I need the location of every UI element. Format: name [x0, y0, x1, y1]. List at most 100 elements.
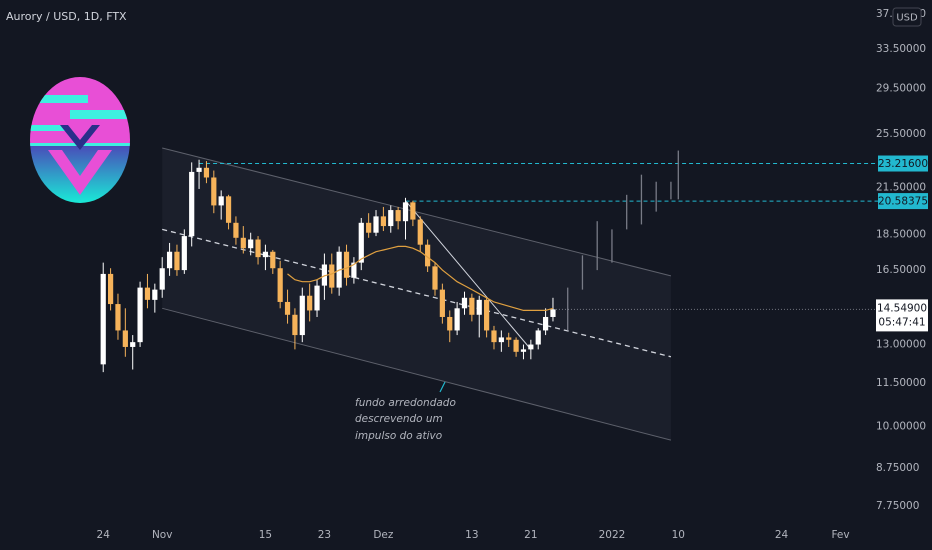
annotation-line: impulso do ativo	[355, 430, 442, 442]
trendline	[405, 200, 532, 350]
annotation-line: fundo arredondado	[355, 397, 456, 409]
channel-line	[162, 307, 672, 441]
y-tick-label: 25.50000	[876, 128, 926, 140]
candle-body	[491, 330, 497, 343]
candle-body	[439, 289, 445, 317]
candle-body	[402, 202, 409, 222]
candle-body	[203, 167, 210, 178]
candle-body	[469, 297, 475, 315]
candle-body	[550, 309, 556, 317]
moving-average	[287, 245, 554, 311]
level-label: 20.58375	[878, 196, 928, 208]
candle-body	[233, 222, 239, 238]
candle-body	[321, 264, 328, 286]
candle-body	[211, 177, 217, 206]
x-tick-label: Fev	[831, 529, 849, 541]
candle-body	[410, 202, 416, 220]
candle-body	[115, 304, 121, 331]
candle-body	[542, 316, 549, 331]
candle-body	[189, 171, 195, 237]
candle-body	[461, 297, 468, 309]
x-tick-label: 10	[672, 529, 685, 541]
candle-body	[506, 337, 512, 340]
candle-body	[447, 316, 453, 331]
candle-body	[166, 251, 173, 269]
candle-body	[255, 239, 261, 258]
annotation-line: descrevendo um	[355, 413, 443, 425]
level-label-box	[878, 193, 928, 210]
candle-body	[130, 342, 136, 347]
y-tick-label: 11.50000	[876, 377, 926, 389]
candle-body	[196, 167, 202, 172]
x-tick-label: 23	[318, 529, 331, 541]
candle-body	[498, 337, 504, 343]
candle-body	[152, 289, 158, 300]
x-tick-label: Nov	[152, 529, 173, 541]
y-tick-label: 10.00000	[876, 420, 926, 432]
candle-body	[159, 268, 165, 290]
candle-body	[366, 222, 372, 233]
candle-body	[329, 264, 335, 288]
chart-title: Aurory / USD, 1D, FTX	[6, 10, 127, 23]
candle-body	[292, 314, 298, 336]
candle-body	[513, 339, 519, 352]
candle-body	[358, 222, 364, 263]
candle-body	[248, 239, 254, 249]
candle-body	[528, 344, 534, 350]
y-tick-label: 16.50000	[876, 264, 926, 276]
candle-body	[277, 268, 283, 302]
candle-body	[535, 330, 541, 345]
countdown: 05:47:41	[878, 316, 925, 328]
last-price-label: 14.54900	[877, 302, 927, 314]
candle-body	[122, 330, 128, 347]
currency[interactable]: USD	[896, 13, 918, 24]
candle-body	[425, 244, 431, 267]
candle-body	[137, 287, 143, 343]
candle-body	[314, 285, 320, 311]
candle-body	[299, 295, 305, 336]
candle-body	[107, 273, 114, 305]
y-tick-label: 33.50000	[876, 43, 926, 55]
candle-body	[388, 210, 394, 227]
level-label: 23.21600	[878, 158, 928, 170]
y-tick-label: 8.75000	[876, 462, 919, 474]
x-tick-label: 13	[465, 529, 478, 541]
candle-body	[520, 349, 527, 352]
x-tick-label: 24	[97, 529, 111, 541]
channel-line	[162, 228, 672, 358]
candle-body	[343, 251, 350, 278]
candle-body	[454, 308, 460, 331]
candle-body	[144, 287, 151, 300]
candle-body	[240, 237, 246, 249]
x-tick-label: 21	[524, 529, 537, 541]
candle-body	[284, 301, 291, 315]
channel-fill	[162, 147, 671, 441]
plot: 23.2160020.5837537.5000033.5000029.50000…	[97, 8, 929, 541]
candle-body	[225, 196, 232, 223]
currency-badge[interactable]	[892, 7, 922, 27]
candle-body	[218, 196, 224, 206]
candle-body	[395, 210, 401, 222]
candle-body	[307, 295, 313, 311]
level-label-box	[878, 155, 928, 172]
candle-body	[380, 216, 386, 227]
candle-body	[417, 219, 423, 245]
y-tick-label: 29.50000	[876, 83, 926, 95]
y-tick-label: 13.00000	[876, 339, 926, 351]
candle-body	[181, 236, 187, 271]
candle-body	[100, 273, 106, 365]
candle-body	[262, 251, 269, 258]
candle-body	[270, 251, 276, 269]
x-tick-label: 2022	[599, 529, 626, 541]
last-price-box	[876, 299, 928, 332]
candle-body	[476, 299, 482, 315]
candle-body	[484, 299, 490, 331]
x-tick-label: Dez	[373, 529, 394, 541]
candle-body	[351, 262, 357, 278]
annotation: fundo arredondado descrevendo um impulso…	[355, 397, 456, 442]
candle-body	[373, 216, 379, 233]
y-tick-label: 21.50000	[876, 181, 926, 193]
x-tick-label: 24	[775, 529, 789, 541]
